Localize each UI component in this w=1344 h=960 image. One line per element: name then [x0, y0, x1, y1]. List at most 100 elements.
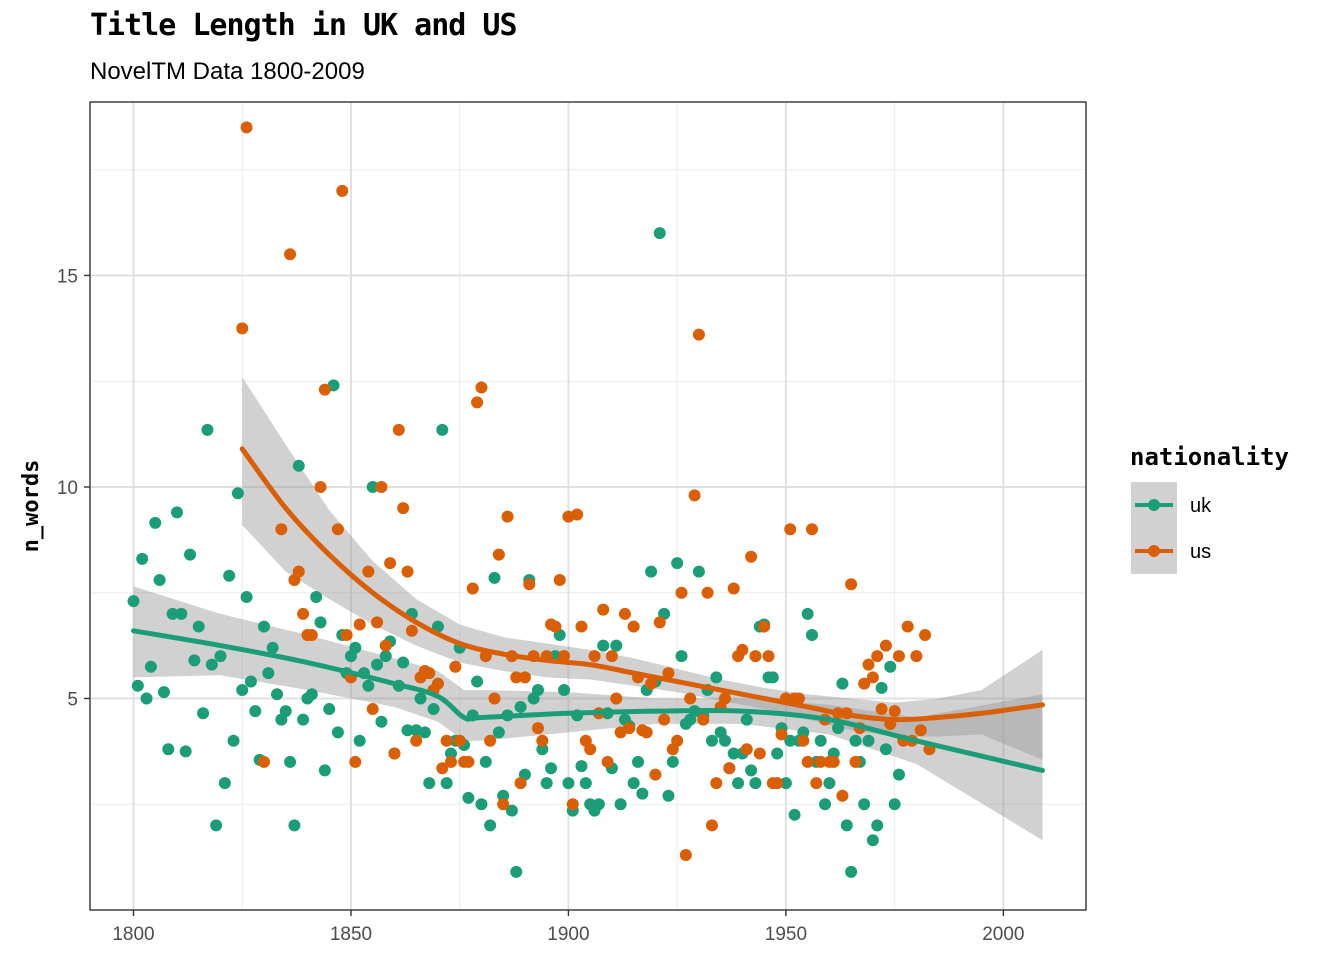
point-uk: [288, 819, 301, 832]
point-uk: [210, 819, 223, 832]
panel-border: [89, 101, 1087, 911]
point-uk: [558, 684, 571, 697]
point-uk: [205, 658, 218, 671]
point-uk: [745, 764, 758, 777]
point-uk: [188, 654, 201, 667]
point-uk: [614, 798, 627, 811]
point-uk: [531, 684, 544, 697]
smooth-lines: [130, 446, 1046, 773]
point-us: [792, 692, 805, 705]
legend-key-point-uk: [1148, 499, 1160, 511]
point-uk: [610, 639, 623, 652]
point-us: [375, 480, 388, 493]
point-uk: [632, 755, 645, 768]
point-us: [336, 184, 349, 197]
point-us: [488, 692, 501, 705]
point-uk: [475, 798, 488, 811]
point-uk: [371, 658, 384, 671]
point-uk: [179, 745, 192, 758]
point-uk: [740, 713, 753, 726]
point-uk: [732, 777, 745, 790]
point-uk: [197, 707, 210, 720]
x-axis: 1800 1850 1900 1950 2000: [112, 910, 1025, 945]
point-uk: [636, 787, 649, 800]
point-uk: [653, 227, 666, 240]
point-uk: [849, 734, 862, 747]
point-uk: [801, 607, 814, 620]
point-us: [845, 578, 858, 591]
point-us: [692, 328, 705, 341]
point-us: [914, 724, 927, 737]
point-us: [340, 629, 353, 642]
point-uk: [414, 692, 427, 705]
point-uk: [353, 734, 366, 747]
point-us: [584, 743, 597, 756]
point-uk: [184, 548, 197, 561]
point-uk: [214, 650, 227, 663]
point-uk: [875, 681, 888, 694]
y-axis-title: n_words: [19, 460, 44, 553]
point-uk: [440, 777, 453, 790]
legend-label-us: us: [1190, 541, 1211, 563]
point-us: [605, 650, 618, 663]
point-us: [436, 762, 449, 775]
point-uk: [805, 629, 818, 642]
grid-major: [90, 102, 1086, 910]
point-us: [801, 755, 814, 768]
point-us: [601, 755, 614, 768]
point-uk: [318, 764, 331, 777]
point-uk: [840, 819, 853, 832]
point-uk: [592, 798, 605, 811]
point-us: [675, 586, 688, 599]
point-uk: [879, 743, 892, 756]
x-tick-label: 1800: [112, 924, 154, 945]
point-uk: [749, 777, 762, 790]
point-us: [440, 734, 453, 747]
point-uk: [836, 677, 849, 690]
point-uk: [479, 755, 492, 768]
point-uk: [727, 747, 740, 760]
point-uk: [423, 777, 436, 790]
point-us: [597, 603, 610, 616]
point-us: [453, 734, 466, 747]
point-us: [745, 550, 758, 563]
point-us: [749, 650, 762, 663]
point-uk: [144, 660, 157, 673]
point-uk: [366, 480, 379, 493]
point-uk: [249, 705, 262, 718]
point-us: [879, 639, 892, 652]
point-uk: [888, 798, 901, 811]
point-us: [397, 502, 410, 515]
point-us: [318, 383, 331, 396]
point-us: [775, 728, 788, 741]
point-uk: [797, 726, 810, 739]
point-uk: [262, 667, 275, 680]
x-tick-label: 2000: [982, 924, 1024, 945]
y-tick-label: 10: [57, 478, 78, 499]
point-uk: [323, 703, 336, 716]
point-uk: [471, 675, 484, 688]
point-us: [331, 523, 344, 536]
point-us: [684, 692, 697, 705]
point-us: [575, 620, 588, 633]
point-us: [805, 523, 818, 536]
smooth-line-us: [239, 446, 1046, 723]
point-us: [549, 620, 562, 633]
x-tick-label: 1850: [330, 924, 372, 945]
point-uk: [671, 557, 684, 570]
point-uk: [832, 722, 845, 735]
point-us: [727, 582, 740, 595]
point-uk: [136, 552, 149, 565]
legend-title: nationality: [1130, 443, 1289, 471]
point-uk: [814, 734, 827, 747]
point-us: [514, 777, 527, 790]
point-uk: [562, 777, 575, 790]
point-uk: [131, 679, 144, 692]
point-uk: [675, 650, 688, 663]
point-us: [471, 396, 484, 409]
point-us: [649, 768, 662, 781]
point-us: [449, 660, 462, 673]
point-uk: [779, 777, 792, 790]
point-us: [740, 743, 753, 756]
